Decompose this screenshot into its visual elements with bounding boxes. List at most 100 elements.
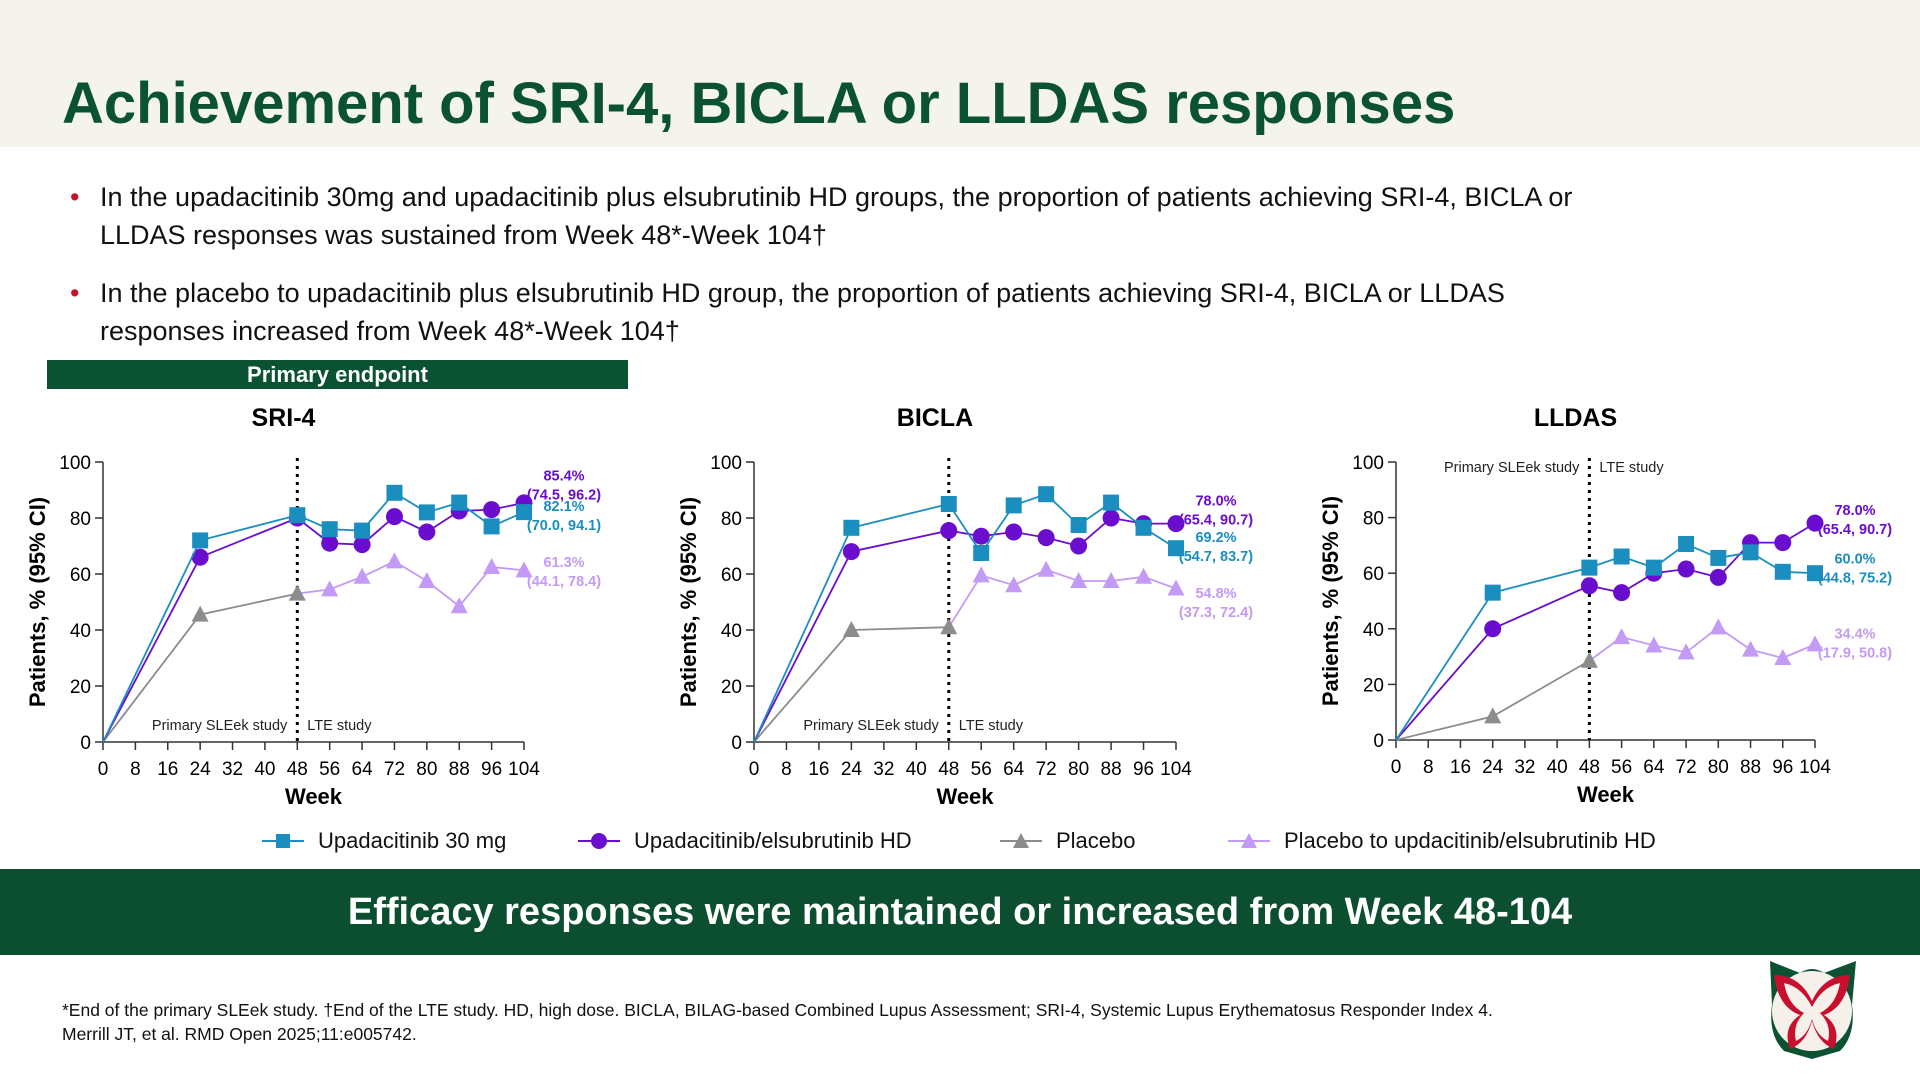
data-point-triangle [1645,636,1663,653]
y-tick-label: 60 [721,565,742,586]
x-tick-label: 96 [481,759,502,780]
x-tick-label: 88 [449,759,470,780]
end-ci-label: (17.9, 50.8) [1818,646,1892,662]
footnote-line: *End of the primary SLEek study. †End of… [62,1000,1493,1020]
x-tick-label: 104 [1799,757,1831,778]
data-point-square [1678,536,1695,553]
data-point-square [1103,494,1120,511]
data-point-triangle [1774,648,1792,665]
data-point-circle [1484,620,1502,638]
legend-label: Upadacitinib/elsubrutinib HD [634,828,912,853]
data-point-triangle [1037,560,1055,577]
x-tick-label: 0 [1391,757,1402,778]
x-tick-label: 24 [841,759,863,780]
data-point-triangle [1484,707,1502,724]
x-tick-label: 64 [352,759,374,780]
y-axis-label: Patients, % (95% CI) [1318,496,1343,706]
data-point-circle [191,548,209,566]
x-tick-label: 32 [222,759,243,780]
bullet-text-line: In the upadacitinib 30mg and upadacitini… [100,182,1573,212]
x-tick-label: 72 [384,759,405,780]
end-value-label: 78.0% [1834,503,1875,519]
series-line [1395,659,1590,741]
y-tick-label: 60 [70,565,91,586]
x-axis-label: Week [1577,782,1635,807]
y-tick-label: 40 [1363,620,1384,641]
x-tick-label: 40 [254,759,275,780]
x-tick-label: 96 [1133,759,1154,780]
y-tick-label: 80 [1363,509,1384,530]
x-axis-label: Week [936,784,994,809]
x-axis-label: Week [285,784,343,809]
y-tick-label: 60 [1363,564,1384,585]
data-point-triangle [1135,567,1153,584]
data-point-circle [1677,560,1695,578]
legend-item-upa-elsu: Upadacitinib/elsubrutinib HD [578,828,912,854]
end-ci-label: (74.5, 96.2) [527,487,601,503]
data-point-triangle [1806,635,1824,652]
x-tick-label: 32 [1514,757,1535,778]
data-point-square [1710,549,1727,566]
data-point-square [1484,584,1501,601]
x-tick-label: 104 [1160,759,1192,780]
x-tick-label: 16 [808,759,829,780]
end-value-label: 54.8% [1195,586,1236,602]
data-point-square [843,519,860,536]
end-ci-label: (37.3, 72.4) [1179,605,1253,621]
region-label-primary: Primary SLEek study [1444,460,1580,476]
y-tick-label: 20 [721,677,742,698]
y-tick-label: 80 [70,509,91,530]
data-point-circle [1774,534,1792,552]
data-point-square [1807,565,1823,582]
triangle-marker-icon [1000,833,1042,848]
legend-label: Placebo [1056,828,1136,853]
bullet-dot-icon: • [70,182,80,212]
end-ci-label: (44.1, 78.4) [527,574,601,590]
bullet-text-line: In the placebo to upadacitinib plus elsu… [100,278,1505,308]
data-point-square [418,504,435,521]
legend-item-upadacitinib: Upadacitinib 30 mg [262,828,506,854]
y-tick-label: 20 [1363,675,1384,696]
data-point-square [940,496,957,512]
end-value-label: 34.4% [1834,627,1875,643]
data-point-square [483,518,500,535]
chart-title: SRI-4 [252,404,316,432]
data-point-circle [1005,523,1023,541]
end-value-label: 69.2% [1195,530,1236,546]
data-point-square [354,522,371,539]
legend: Upadacitinib 30 mg Upadacitinib/elsubrut… [0,828,1920,862]
data-point-square [1005,497,1022,514]
chart-title: LLDAS [1534,404,1617,432]
x-tick-label: 0 [98,759,109,780]
x-tick-label: 64 [1643,757,1665,778]
y-tick-label: 40 [721,621,742,642]
x-tick-label: 56 [319,759,340,780]
data-point-triangle [1742,640,1760,657]
y-axis-label: Patients, % (95% CI) [676,497,701,707]
y-tick-label: 40 [70,621,91,642]
data-point-triangle [1677,643,1695,660]
x-tick-label: 48 [287,759,308,780]
x-tick-label: 48 [1579,757,1600,778]
data-point-triangle [1102,572,1120,588]
series-line [102,491,525,743]
data-point-triangle [940,618,958,635]
data-point-triangle [191,605,209,622]
legend-label: Upadacitinib 30 mg [318,828,507,853]
x-tick-label: 72 [1676,757,1697,778]
y-tick-label: 0 [1373,731,1384,752]
data-point-circle [1709,568,1727,586]
legend-item-placebo: Placebo [1000,828,1136,854]
x-tick-label: 96 [1772,757,1793,778]
footnote: *End of the primary SLEek study. †End of… [62,998,1493,1046]
data-point-triangle [1005,576,1023,593]
chart-title: BICLA [897,404,973,432]
end-value-label: 78.0% [1195,494,1236,510]
data-point-circle [483,501,501,519]
data-point-square [1135,519,1152,536]
x-tick-label: 56 [971,759,992,780]
data-point-square [1168,540,1184,557]
primary-endpoint-label: Primary endpoint [47,360,628,389]
